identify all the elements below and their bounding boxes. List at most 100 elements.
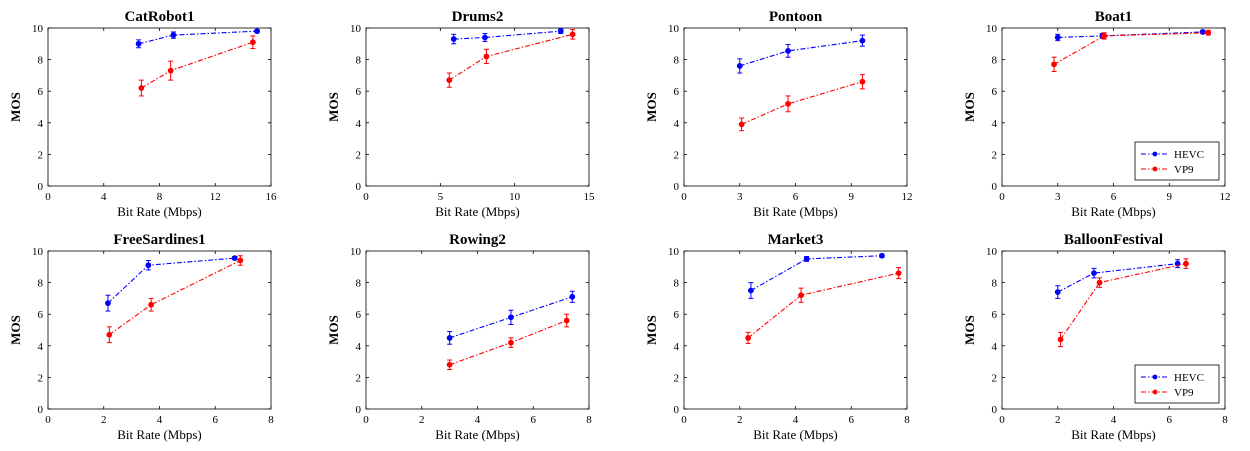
data-point-vp9: [738, 121, 745, 128]
y-tick-label: 8: [356, 278, 362, 290]
x-tick-label: 4: [157, 414, 163, 426]
series-line-vp9: [141, 41, 254, 89]
x-tick-label: 15: [584, 191, 596, 203]
y-tick-label: 6: [356, 86, 362, 98]
data-point-vp9: [249, 39, 256, 46]
y-tick-label: 10: [986, 23, 998, 35]
series-line-vp9: [747, 272, 899, 339]
data-point-vp9: [508, 339, 514, 346]
plot-area: [365, 27, 590, 187]
y-tick-label: 2: [38, 372, 44, 384]
y-tick-label: 0: [38, 404, 44, 416]
x-tick-label: 6: [1111, 191, 1117, 203]
data-point-hevc: [736, 63, 743, 69]
y-tick-label: 2: [38, 149, 44, 161]
series-line-hevc: [453, 30, 561, 40]
legend-marker-hevc: [1152, 374, 1158, 380]
y-tick-label: 4: [356, 341, 362, 353]
data-point-vp9: [1096, 279, 1103, 286]
legend-label-vp9: VP9: [1174, 387, 1194, 399]
x-tick-label: 8: [1222, 414, 1228, 426]
plot-area: [683, 27, 908, 187]
series-line-hevc: [107, 257, 235, 304]
data-point-vp9: [798, 292, 804, 299]
x-tick-label: 4: [1111, 414, 1117, 426]
data-point-vp9: [859, 78, 866, 85]
x-tick-label: 9: [849, 191, 855, 203]
y-tick-label: 0: [356, 404, 362, 416]
y-axis-label: MOS: [644, 315, 659, 345]
data-point-hevc: [145, 262, 152, 269]
data-point-vp9: [446, 77, 453, 84]
series-line-hevc: [750, 255, 882, 291]
y-axis-label: MOS: [8, 92, 23, 122]
data-point-vp9: [1183, 260, 1189, 267]
legend-label-hevc: HEVC: [1174, 149, 1204, 161]
x-axis-label: Bit Rate (Mbps): [753, 204, 838, 219]
data-point-vp9: [106, 331, 113, 338]
data-point-hevc: [879, 252, 885, 259]
x-tick-label: 16: [266, 191, 278, 203]
y-tick-label: 10: [350, 246, 362, 258]
series-line-hevc: [739, 40, 863, 67]
chart-panel-pontoon: 0 3 6 9 12 0 2 4 6 8 10 Pontoon Bit Rate (Mbps) MOS: [644, 9, 913, 219]
y-tick-label: 6: [38, 309, 44, 321]
chart-title: Drums2: [452, 9, 504, 25]
data-point-vp9: [1205, 29, 1212, 36]
x-tick-label: 4: [101, 191, 107, 203]
data-point-vp9: [1057, 336, 1064, 343]
chart-title: BalloonFestival: [1064, 232, 1163, 248]
data-point-hevc: [803, 256, 810, 262]
y-tick-label: 8: [992, 55, 998, 67]
y-tick-label: 10: [32, 23, 44, 35]
y-tick-label: 10: [986, 246, 998, 258]
y-tick-label: 10: [350, 23, 362, 35]
x-tick-label: 4: [475, 414, 481, 426]
data-point-vp9: [895, 270, 902, 277]
chart-title: Rowing2: [449, 232, 506, 248]
x-tick-label: 3: [737, 191, 743, 203]
y-axis-label: MOS: [962, 92, 977, 122]
x-tick-label: 6: [1167, 414, 1173, 426]
legend-box: [1134, 141, 1220, 181]
chart-panel-drums2: 0 5 10 15 0 2 4 6 8 10 Drums2 Bit Rate (Mbps) MOS: [326, 9, 595, 219]
x-tick-label: 0: [999, 191, 1005, 203]
data-point-hevc: [748, 287, 754, 294]
y-tick-label: 0: [992, 404, 998, 416]
y-tick-label: 6: [674, 86, 680, 98]
data-point-hevc: [557, 28, 564, 35]
x-axis-label: Bit Rate (Mbps): [753, 427, 838, 442]
data-point-hevc: [482, 34, 488, 41]
chart-title: FreeSardines1: [113, 232, 205, 248]
series-line-vp9: [448, 33, 573, 81]
data-point-hevc: [231, 255, 238, 262]
y-tick-label: 10: [668, 246, 680, 258]
series-line-vp9: [1060, 263, 1187, 340]
x-axis-label: Bit Rate (Mbps): [117, 204, 202, 219]
y-tick-label: 2: [356, 149, 362, 161]
x-tick-label: 2: [101, 414, 107, 426]
x-tick-label: 0: [999, 414, 1005, 426]
x-axis-label: Bit Rate (Mbps): [435, 204, 520, 219]
x-tick-label: 0: [681, 191, 687, 203]
data-point-vp9: [1101, 33, 1108, 39]
x-tick-label: 6: [793, 191, 799, 203]
y-axis-label: MOS: [962, 315, 977, 345]
legend: HEVC VP9: [1134, 141, 1220, 181]
series-line-hevc: [1057, 31, 1203, 39]
y-tick-label: 4: [356, 118, 362, 130]
x-tick-label: 0: [45, 191, 51, 203]
x-tick-label: 0: [363, 414, 369, 426]
y-tick-label: 0: [356, 181, 362, 193]
data-point-hevc: [859, 37, 866, 44]
data-point-hevc: [135, 40, 142, 47]
legend-marker-hevc: [1152, 151, 1158, 157]
y-tick-label: 4: [674, 118, 680, 130]
data-point-vp9: [483, 53, 490, 60]
chart-panel-market3: 0 2 4 6 8 0 2 4 6 8 10 Market3 Bit Rate (Mbps) MOS: [644, 232, 910, 442]
chart-panel-balloonfestival: 0 2 4 6 8 0 2 4 6 8 10 BalloonFestival Bit Rate (Mbp…: [962, 232, 1228, 442]
y-tick-label: 8: [674, 278, 680, 290]
legend-box: [1134, 364, 1220, 404]
y-tick-label: 2: [992, 372, 998, 384]
chart-title: Pontoon: [769, 9, 823, 25]
